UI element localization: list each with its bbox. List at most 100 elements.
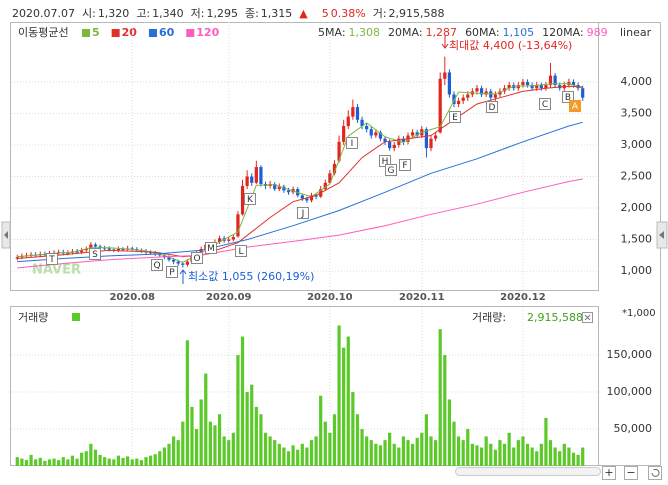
pattern-marker [346, 137, 358, 149]
legend-swatch [111, 29, 120, 37]
candle-body [273, 184, 277, 190]
volume-bar [254, 406, 258, 466]
scrollbar[interactable] [455, 467, 601, 476]
candle-body [443, 72, 447, 79]
candle-body [507, 85, 511, 89]
pattern-marker-label: T [48, 255, 55, 265]
x-tick-label: 2020.09 [206, 292, 252, 303]
volume-bar [291, 445, 295, 466]
volume-bar [581, 447, 585, 466]
candle-body [411, 132, 415, 136]
y-tick-label: 1,500 [621, 233, 653, 246]
candle-body [332, 163, 337, 174]
volume-bar [447, 399, 452, 466]
x-tick-label: 2020.12 [500, 292, 546, 303]
candle-body [530, 85, 534, 89]
volume-bar [34, 459, 38, 466]
header-change-sign: ▲ [299, 7, 308, 20]
volume-bar [351, 392, 355, 466]
volume-bar [420, 432, 424, 466]
volume-bar [194, 429, 199, 466]
candle-body [525, 81, 530, 86]
volume-bar [452, 421, 456, 466]
pattern-marker-label: I [351, 139, 354, 149]
candle-body [456, 100, 461, 104]
ma-value: 989 [587, 26, 608, 39]
candle-body [107, 248, 111, 250]
volume-bar [57, 460, 61, 466]
volume-bar [502, 443, 507, 466]
volume-bar [332, 414, 337, 466]
pattern-marker [297, 207, 309, 219]
y-tick-label: 150,000 [607, 348, 653, 361]
candle-body [521, 81, 525, 86]
ma-line [17, 85, 583, 259]
volume-bar [236, 355, 240, 466]
volume-bar [544, 417, 548, 466]
volume-bar [548, 440, 553, 466]
y-tick-label: 4,000 [621, 75, 653, 88]
right-tab-arrow [659, 231, 664, 239]
volume-bar [558, 451, 562, 466]
volume-bar [263, 432, 268, 466]
volume-bar [479, 447, 484, 466]
volume-bar [374, 443, 378, 466]
candle-body [66, 252, 70, 254]
header-low: 1,295 [206, 7, 238, 20]
reset-button[interactable] [648, 466, 662, 480]
candle-body [15, 257, 19, 259]
x-tick-label: 2020.11 [399, 292, 445, 303]
candle-body [130, 248, 134, 250]
candle-body [438, 78, 442, 133]
volume-bar [148, 455, 153, 466]
volume-bar [525, 443, 530, 466]
candle-body [383, 138, 387, 142]
volume-bar [153, 454, 157, 466]
volume-bar [392, 443, 396, 466]
volume-bar [562, 443, 566, 466]
volume-bar [397, 447, 401, 466]
y-tick-label: 50,000 [614, 422, 653, 435]
volume-bar [93, 449, 98, 466]
volume-legend-swatch [72, 313, 80, 321]
zoom-in-button[interactable] [602, 466, 616, 480]
ma-value-label: 5MA: [318, 26, 346, 39]
candle-body [489, 91, 493, 98]
volume-bar [498, 440, 502, 466]
candle-body [250, 176, 254, 183]
candle-body [282, 186, 286, 191]
reset-icon [651, 468, 660, 477]
candle-body [378, 132, 383, 139]
pattern-marker-label: F [402, 161, 407, 171]
candle-body [466, 94, 470, 98]
volume-bar [121, 457, 125, 466]
pattern-marker-label: D [489, 103, 496, 113]
volume-bar [61, 457, 65, 466]
candle-body [300, 195, 304, 199]
pattern-marker-label: L [238, 247, 243, 257]
candle-body [305, 198, 309, 201]
volume-bar [521, 436, 525, 466]
candle-body [553, 75, 557, 86]
volume-bar [539, 443, 543, 466]
candle-body [89, 244, 93, 250]
candle-body [309, 195, 314, 201]
volume-bar [103, 457, 107, 466]
candle-body [493, 94, 497, 98]
candle-body [401, 138, 406, 142]
header-date: 2020.07.07 [12, 7, 75, 20]
volume-bar [185, 340, 189, 466]
candle-body [259, 167, 263, 185]
candle-body [236, 214, 240, 237]
volume-bar [43, 460, 47, 466]
volume-bar [80, 452, 84, 466]
pattern-marker-label: H [382, 157, 389, 167]
pattern-marker-label: A [572, 102, 579, 112]
volume-bar [438, 329, 442, 466]
pattern-marker [151, 259, 163, 271]
zoom-out-button[interactable] [624, 466, 638, 480]
candle-body [360, 119, 364, 127]
scale-label[interactable]: linear [620, 26, 652, 39]
volume-bar [553, 447, 557, 466]
candle-body [231, 237, 235, 240]
